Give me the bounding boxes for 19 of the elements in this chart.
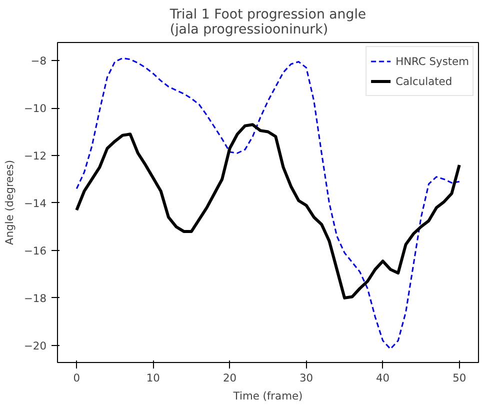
y-tick-label: −8 [30,54,47,68]
x-tick-label: 0 [73,372,80,384]
line-series [75,123,461,300]
x-tick-label: 20 [222,372,237,384]
y-axis-title: Angle (degrees) [3,160,16,245]
x-tick-label: 10 [146,372,160,384]
y-tick-label: −18 [24,292,47,305]
x-tick-label: 40 [376,372,390,384]
y-tick-label: −16 [24,244,47,258]
y-tick-label: −14 [24,196,47,210]
chart-title: Trial 1 Foot progression angle (jala progressiooninurk) [168,8,366,38]
legend-label: Calculated [396,74,452,88]
x-tick-label: 50 [452,372,466,384]
legend-label: HNRC System [396,54,469,68]
x-axis-title: Time (frame) [232,390,303,402]
y-tick-label: −20 [24,339,47,352]
y-tick-label: −10 [24,102,47,116]
x-tick-label: 30 [299,372,314,384]
y-tick-label: −12 [24,149,47,162]
